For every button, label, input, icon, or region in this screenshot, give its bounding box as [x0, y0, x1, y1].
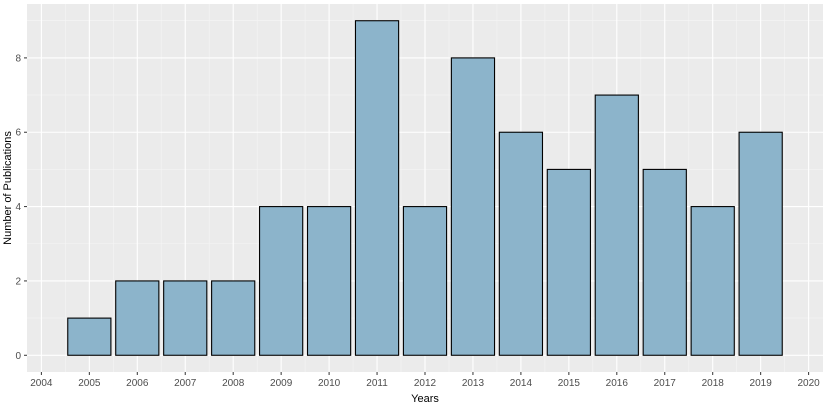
- x-axis-title: Years: [411, 393, 439, 405]
- bar-2016: [594, 94, 639, 356]
- bar-2007: [163, 280, 208, 356]
- bar-2005: [67, 317, 112, 356]
- y-tick-label: 6: [15, 128, 21, 139]
- x-tick-label: 2015: [558, 378, 581, 389]
- y-tick-label: 2: [15, 276, 21, 287]
- bar-2013: [450, 57, 496, 356]
- x-tick-label: 2007: [174, 378, 197, 389]
- x-tick-label: 2014: [510, 378, 533, 389]
- bars: [67, 20, 783, 356]
- x-axis-ticks: 2004 2005 2006 2007 2008 2009 2010 2011 2012 2013…: [30, 372, 820, 389]
- y-axis-ticks: 0 2 4 6 8: [15, 53, 27, 362]
- bar-2011: [354, 20, 400, 356]
- bar-2012: [402, 206, 448, 356]
- y-tick-label: 8: [15, 53, 21, 64]
- x-tick-label: 2020: [797, 378, 820, 389]
- x-tick-label: 2004: [30, 378, 53, 389]
- x-tick-label: 2009: [270, 378, 293, 389]
- bar-2010: [306, 206, 352, 356]
- bar-2014: [498, 131, 544, 356]
- x-tick-label: 2016: [606, 378, 629, 389]
- x-tick-label: 2011: [366, 378, 388, 389]
- bar-2009: [259, 206, 304, 356]
- x-tick-label: 2010: [318, 378, 341, 389]
- x-tick-label: 2008: [222, 378, 245, 389]
- y-tick-label: 4: [15, 202, 21, 213]
- bar-2006: [115, 280, 160, 356]
- bar-2015: [546, 168, 591, 356]
- bar-2008: [211, 280, 256, 356]
- x-tick-label: 2005: [78, 378, 101, 389]
- bar-2018: [690, 206, 735, 356]
- y-axis-title: Number of Publications: [2, 131, 14, 245]
- bar-2017: [642, 168, 687, 356]
- x-tick-label: 2006: [126, 378, 149, 389]
- x-tick-label: 2012: [414, 378, 437, 389]
- y-tick-label: 0: [15, 351, 21, 362]
- x-tick-label: 2018: [702, 378, 725, 389]
- x-tick-label: 2013: [462, 378, 485, 389]
- x-tick-label: 2019: [750, 378, 773, 389]
- bar-2019: [738, 131, 783, 356]
- x-tick-label: 2017: [654, 378, 677, 389]
